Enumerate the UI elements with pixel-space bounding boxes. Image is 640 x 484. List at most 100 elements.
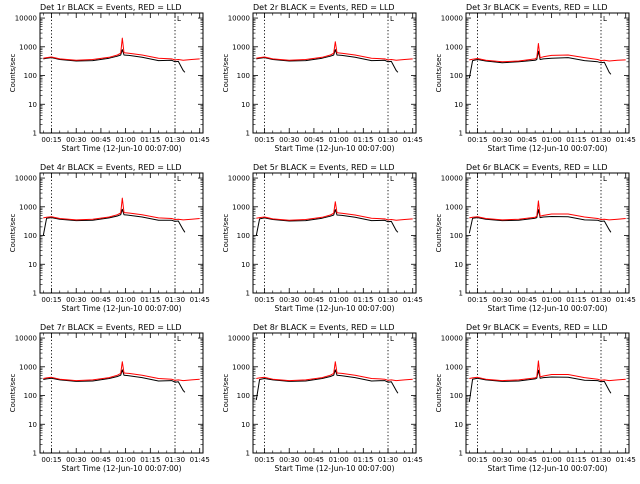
chart-title: Det 7r BLACK = Events, RED = LLD bbox=[40, 323, 182, 332]
x-tick-label: 00:30 bbox=[492, 296, 512, 304]
chart-panel-7: Det 7r BLACK = Events, RED = LLD L 1 10 100 1… bbox=[9, 323, 210, 473]
x-tick-label: 00:45 bbox=[517, 456, 537, 464]
y-tick-label: 1000 bbox=[445, 203, 463, 211]
y-tick-label: 100 bbox=[237, 392, 250, 400]
x-tick-label: 01:30 bbox=[378, 296, 398, 304]
y-tick-label: 10000 bbox=[15, 335, 37, 343]
x-tick-label: 00:15 bbox=[254, 296, 274, 304]
x-tick-label: 01:45 bbox=[190, 296, 210, 304]
y-tick-label: 1000 bbox=[445, 43, 463, 51]
lld-series-line bbox=[469, 360, 626, 382]
y-tick-label: 10 bbox=[454, 101, 463, 109]
events-series-line bbox=[43, 49, 186, 73]
plot-frame bbox=[465, 12, 630, 134]
y-tick-label: 10 bbox=[28, 261, 37, 269]
y-axis-label: Counts/sec bbox=[222, 54, 230, 93]
x-tick-label: 01:00 bbox=[542, 296, 562, 304]
y-tick-label: 1 bbox=[33, 130, 37, 138]
chart-panel-3: Det 3r BLACK = Events, RED = LLD L 1 10 100 1… bbox=[435, 3, 636, 153]
plot-frame bbox=[252, 332, 417, 454]
y-tick-label: 1 bbox=[459, 290, 463, 298]
x-tick-label: 01:45 bbox=[616, 296, 636, 304]
x-tick-label: 01:30 bbox=[591, 456, 611, 464]
x-tick-label: 01:30 bbox=[378, 136, 398, 144]
events-series-line bbox=[42, 208, 186, 236]
y-tick-label: 1 bbox=[33, 290, 37, 298]
x-tick-label: 01:00 bbox=[329, 456, 349, 464]
lld-series-line bbox=[469, 43, 626, 63]
x-tick-label: 01:45 bbox=[616, 136, 636, 144]
y-tick-label: 10 bbox=[28, 421, 37, 429]
x-tick-label: 01:15 bbox=[140, 456, 160, 464]
y-axis-label: Counts/sec bbox=[222, 374, 230, 413]
y-axis-label: Counts/sec bbox=[435, 374, 443, 413]
y-tick-label: 1 bbox=[246, 450, 250, 458]
x-tick-label: 00:15 bbox=[254, 136, 274, 144]
x-tick-label: 01:45 bbox=[403, 456, 423, 464]
x-tick-label: 01:15 bbox=[140, 136, 160, 144]
y-tick-label: 10000 bbox=[228, 175, 250, 183]
x-tick-label: 00:15 bbox=[467, 296, 487, 304]
x-tick-label: 00:45 bbox=[91, 136, 111, 144]
marker-glyph: L bbox=[390, 175, 394, 183]
x-tick-label: 01:15 bbox=[353, 456, 373, 464]
x-tick-label: 00:45 bbox=[517, 136, 537, 144]
x-tick-label: 01:30 bbox=[165, 296, 185, 304]
y-tick-label: 1000 bbox=[19, 43, 37, 51]
x-tick-label: 00:30 bbox=[492, 456, 512, 464]
marker-glyph: L bbox=[177, 15, 181, 23]
x-tick-label: 00:45 bbox=[304, 136, 324, 144]
x-tick-label: 01:15 bbox=[353, 136, 373, 144]
y-tick-label: 10000 bbox=[441, 335, 463, 343]
plot-frame bbox=[252, 172, 417, 294]
chart-panel-9: Det 9r BLACK = Events, RED = LLD L 1 10 100 1… bbox=[435, 323, 636, 473]
chart-title: Det 6r BLACK = Events, RED = LLD bbox=[466, 163, 608, 172]
y-tick-label: 1 bbox=[33, 450, 37, 458]
x-tick-label: 01:00 bbox=[542, 136, 562, 144]
x-tick-label: 01:30 bbox=[378, 456, 398, 464]
x-tick-label: 01:15 bbox=[566, 296, 586, 304]
x-axis-label: Start Time (12-Jun-10 00:07:00) bbox=[488, 464, 608, 473]
x-tick-label: 00:30 bbox=[279, 456, 299, 464]
y-tick-label: 100 bbox=[237, 72, 250, 80]
y-axis-label: Counts/sec bbox=[9, 214, 17, 253]
x-tick-label: 01:45 bbox=[403, 296, 423, 304]
x-tick-label: 00:45 bbox=[304, 456, 324, 464]
y-tick-label: 1 bbox=[246, 290, 250, 298]
y-tick-label: 10000 bbox=[228, 335, 250, 343]
x-tick-label: 00:45 bbox=[91, 296, 111, 304]
x-axis-label: Start Time (12-Jun-10 00:07:00) bbox=[62, 144, 182, 153]
marker-glyph: L bbox=[177, 175, 181, 183]
y-tick-label: 10000 bbox=[228, 15, 250, 23]
events-series-line bbox=[468, 369, 612, 402]
x-tick-label: 01:15 bbox=[566, 456, 586, 464]
x-tick-label: 00:30 bbox=[66, 296, 86, 304]
x-tick-label: 01:45 bbox=[190, 456, 210, 464]
x-tick-label: 01:45 bbox=[190, 136, 210, 144]
y-axis-label: Counts/sec bbox=[222, 214, 230, 253]
x-tick-label: 01:45 bbox=[616, 456, 636, 464]
x-tick-label: 00:45 bbox=[304, 296, 324, 304]
y-tick-label: 1000 bbox=[232, 43, 250, 51]
x-tick-label: 00:30 bbox=[492, 136, 512, 144]
plot-frame bbox=[39, 332, 204, 454]
x-tick-label: 01:30 bbox=[165, 456, 185, 464]
x-axis-label: Start Time (12-Jun-10 00:07:00) bbox=[275, 144, 395, 153]
plot-frame bbox=[39, 172, 204, 294]
marker-glyph: L bbox=[390, 335, 394, 343]
x-tick-label: 00:30 bbox=[66, 136, 86, 144]
x-tick-label: 00:15 bbox=[467, 456, 487, 464]
lld-series-line bbox=[256, 361, 413, 382]
chart-title: Det 9r BLACK = Events, RED = LLD bbox=[466, 323, 608, 332]
y-tick-label: 10 bbox=[241, 101, 250, 109]
y-tick-label: 10000 bbox=[15, 15, 37, 23]
x-tick-label: 01:30 bbox=[165, 136, 185, 144]
events-series-line bbox=[468, 209, 612, 234]
chart-title: Det 5r BLACK = Events, RED = LLD bbox=[253, 163, 395, 172]
y-tick-label: 1000 bbox=[19, 203, 37, 211]
y-tick-label: 100 bbox=[24, 232, 37, 240]
x-axis-label: Start Time (12-Jun-10 00:07:00) bbox=[488, 144, 608, 153]
events-series-line bbox=[468, 50, 612, 79]
x-tick-label: 01:15 bbox=[353, 296, 373, 304]
